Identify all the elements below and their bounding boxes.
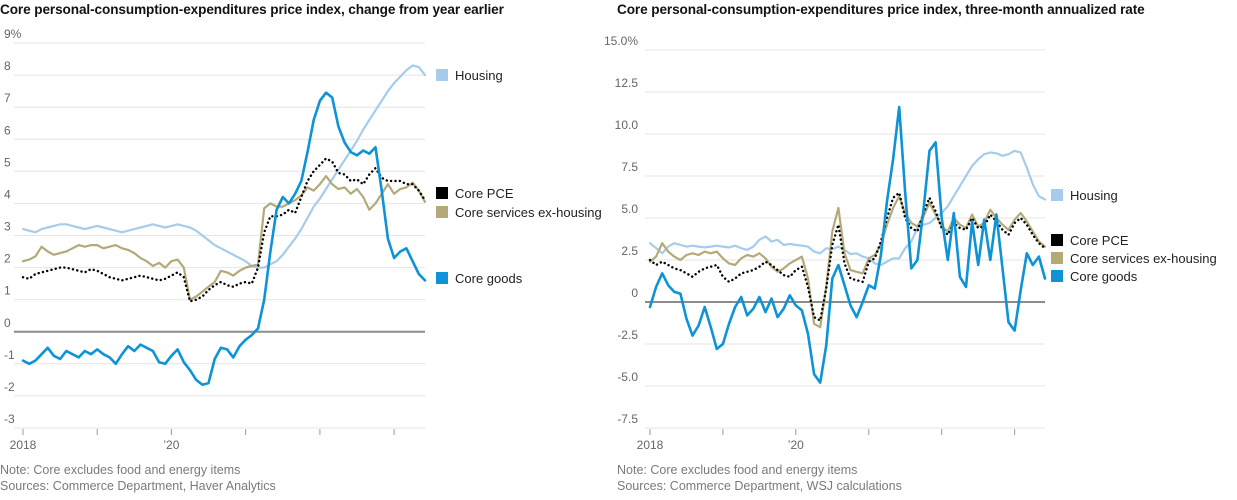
legend-item-core-goods: Core goods	[1051, 268, 1138, 284]
x-axis-tick-label: 2018	[637, 438, 664, 452]
legend-label: Housing	[455, 67, 503, 83]
sources-text: Sources: Commerce Department, WSJ calcul…	[617, 479, 902, 493]
y-axis-tick-label: 6	[4, 123, 11, 137]
legend-item-core-services-ex-housing: Core services ex-housing	[436, 204, 602, 220]
y-axis-tick-label: 2	[4, 252, 11, 266]
series-line-core-services-ex-housing	[21, 175, 427, 301]
legend-label: Core goods	[1070, 268, 1138, 284]
legend-swatch-core-goods	[1051, 270, 1063, 282]
y-axis-tick-label: 0	[631, 286, 638, 300]
y-axis-tick-label: 7	[4, 91, 11, 105]
y-axis-tick-label: 3	[4, 220, 11, 234]
legend-item-core-goods: Core goods	[436, 270, 523, 286]
x-axis-tick-label: ’20	[788, 438, 804, 452]
legend-label: Core PCE	[455, 185, 514, 201]
legend-item-housing: Housing	[436, 67, 503, 83]
y-axis-tick-label: -7.5	[617, 412, 638, 426]
legend-item-housing: Housing	[1051, 187, 1118, 203]
series-line-housing	[21, 64, 427, 269]
legend-label: Core services ex-housing	[1070, 250, 1217, 266]
legend-label: Core services ex-housing	[455, 204, 602, 220]
y-axis-tick-label: 9%	[4, 27, 22, 41]
x-axis-tick-label: ’20	[163, 438, 179, 452]
legend-swatch-housing	[436, 69, 448, 81]
legend-swatch-core-services-ex-housing	[1051, 252, 1063, 264]
chart-title-yoy: Core personal-consumption-expenditures p…	[0, 2, 504, 17]
note-text: Note: Core excludes food and energy item…	[0, 463, 241, 477]
series-line-core-pce	[648, 191, 1047, 322]
y-axis-tick-label: 5	[4, 155, 11, 169]
legend-swatch-core-pce	[1051, 234, 1063, 246]
sources-text: Sources: Commerce Department, Haver Anal…	[0, 479, 276, 493]
y-axis-tick-label: 2.5	[621, 244, 638, 258]
y-axis-tick-label: 1	[4, 284, 11, 298]
y-axis-tick-label: 4	[4, 187, 11, 201]
legend-swatch-housing	[1051, 189, 1063, 201]
series-line-core-goods	[648, 105, 1047, 384]
y-axis-tick-label: -2.5	[617, 328, 638, 342]
series-line-core-pce	[21, 157, 427, 303]
series-line-core-services-ex-housing	[648, 195, 1047, 329]
note-text: Note: Core excludes food and energy item…	[617, 463, 858, 477]
y-axis-tick-label: 5.0	[621, 202, 638, 216]
legend-swatch-core-services-ex-housing	[436, 206, 448, 218]
legend-swatch-core-pce	[436, 187, 448, 199]
legend-item-core-pce: Core PCE	[1051, 232, 1129, 248]
y-axis-tick-label: -2	[4, 380, 15, 394]
series-line-housing	[648, 149, 1047, 267]
y-axis-tick-label: 15.0%	[604, 34, 638, 48]
legend-label: Core PCE	[1070, 232, 1129, 248]
legend-item-core-services-ex-housing: Core services ex-housing	[1051, 250, 1217, 266]
y-axis-tick-label: -5.0	[617, 370, 638, 384]
legend-label: Core goods	[455, 270, 523, 286]
y-axis-tick-label: -1	[4, 348, 15, 362]
y-axis-tick-label: 10.0	[615, 118, 639, 132]
chart-title-annualized: Core personal-consumption-expenditures p…	[617, 2, 1145, 17]
y-axis-tick-label: 7.5	[621, 160, 638, 174]
y-axis-tick-label: 0	[4, 316, 11, 330]
x-axis-tick-label: 2018	[10, 438, 37, 452]
legend-swatch-core-goods	[436, 272, 448, 284]
y-axis-tick-label: -3	[4, 412, 15, 426]
legend-label: Housing	[1070, 187, 1118, 203]
y-axis-tick-label: 8	[4, 59, 11, 73]
y-axis-tick-label: 12.5	[615, 76, 639, 90]
series-line-core-goods	[21, 91, 427, 387]
legend-item-core-pce: Core PCE	[436, 185, 514, 201]
